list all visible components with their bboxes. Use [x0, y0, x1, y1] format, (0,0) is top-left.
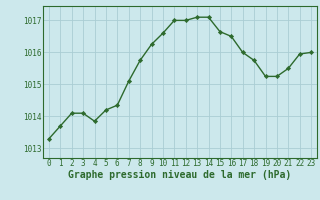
- X-axis label: Graphe pression niveau de la mer (hPa): Graphe pression niveau de la mer (hPa): [68, 170, 292, 180]
